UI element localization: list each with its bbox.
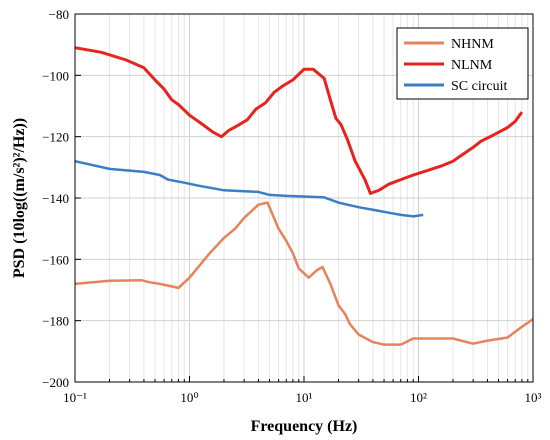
y-tick-label: −160 bbox=[42, 252, 69, 267]
series-lines bbox=[74, 46, 534, 346]
series-line-nhnm bbox=[74, 201, 534, 346]
x-axis-title: Frequency (Hz) bbox=[251, 418, 358, 435]
legend: NHNM NLNM SC circuit bbox=[396, 27, 529, 100]
x-tick-label: 10¹ bbox=[296, 390, 313, 405]
y-tick-label: −200 bbox=[42, 375, 69, 390]
y-axis-title: PSD (10log((m/s²)²/Hz)) bbox=[11, 118, 28, 278]
x-tick-label: 10³ bbox=[525, 390, 542, 405]
y-tick-label: −180 bbox=[42, 314, 69, 329]
series-line-nlnm bbox=[74, 46, 524, 195]
axis-ticks: −200 −180 −160 −140 −120 −100 −80 10⁻¹ 10⁰ 10¹ 10²… bbox=[42, 7, 541, 405]
x-tick-label: 10⁻¹ bbox=[63, 390, 87, 405]
series-line-sc-circuit bbox=[74, 159, 424, 218]
y-tick-label: −80 bbox=[49, 7, 69, 22]
legend-label: NHNM bbox=[451, 37, 494, 52]
legend-label: NLNM bbox=[451, 58, 493, 73]
x-tick-label: 10² bbox=[410, 390, 427, 405]
y-tick-label: −140 bbox=[42, 191, 69, 206]
y-tick-label: −100 bbox=[42, 68, 69, 83]
y-tick-label: −120 bbox=[42, 130, 69, 145]
x-tick-label: 10⁰ bbox=[180, 390, 198, 405]
legend-label: SC circuit bbox=[451, 79, 507, 94]
